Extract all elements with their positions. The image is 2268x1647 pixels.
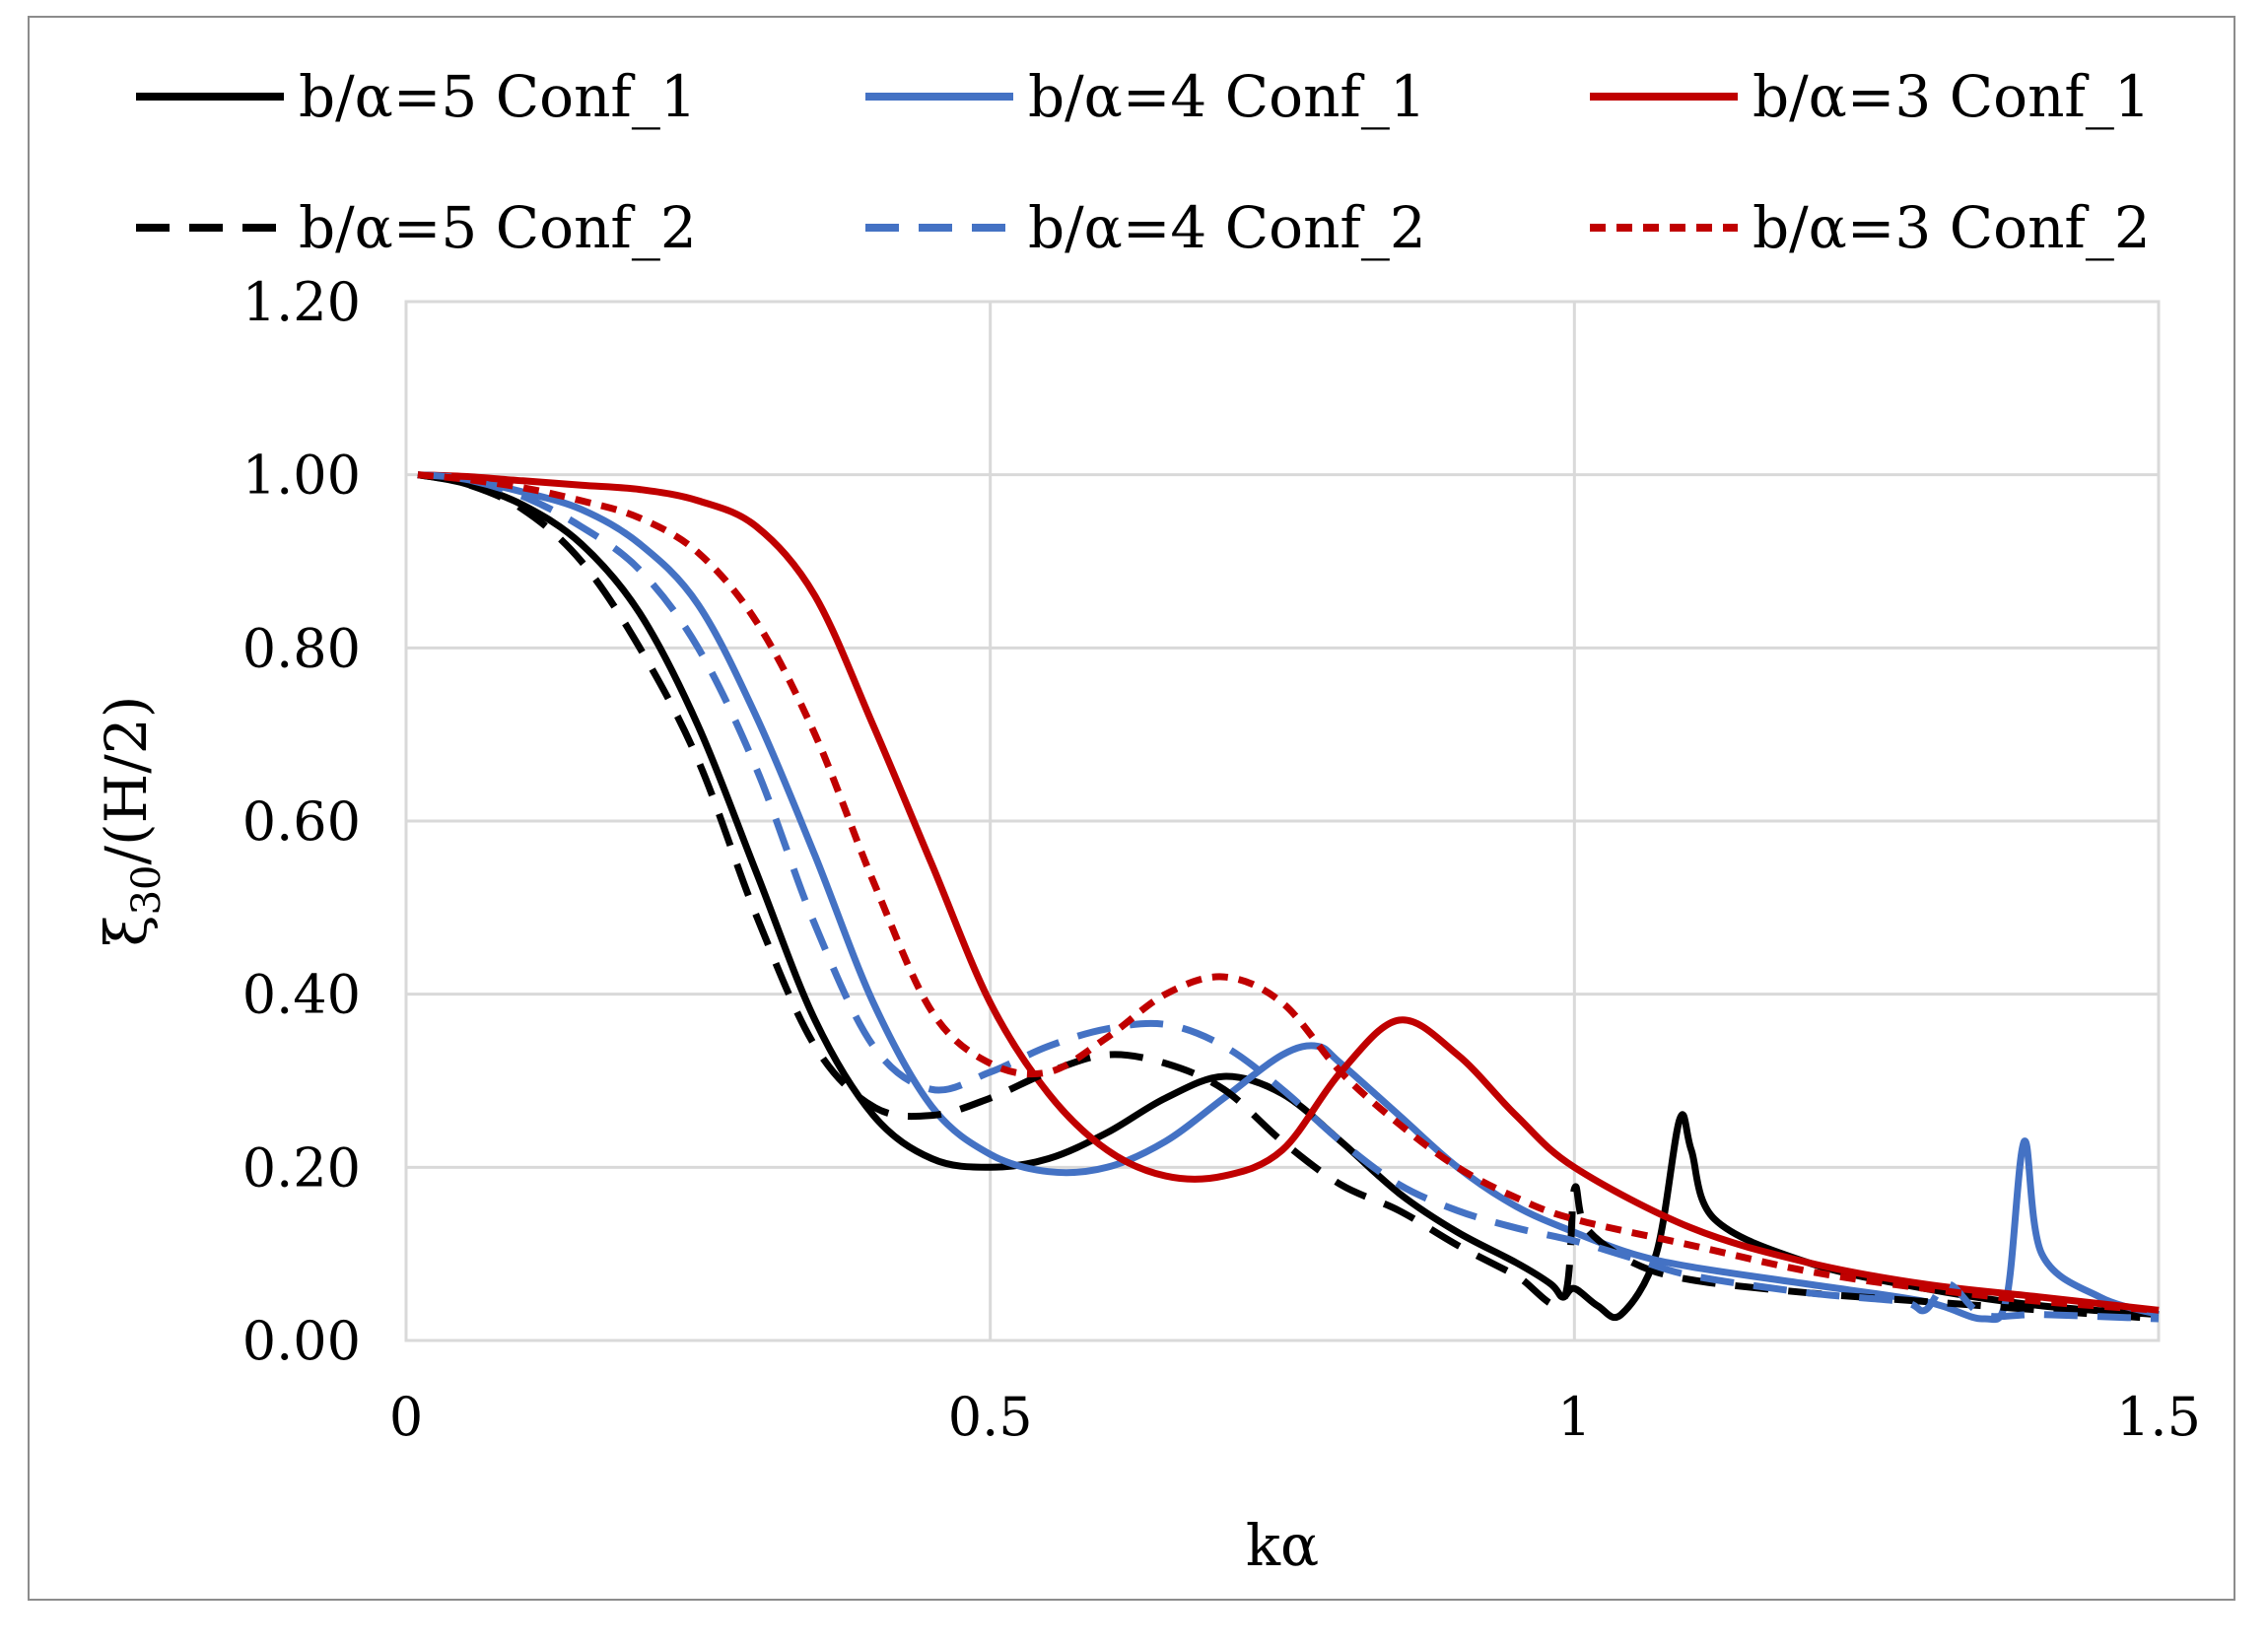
x-tick-label: 0.5: [948, 1386, 1033, 1448]
y-tick-label: 0.60: [242, 790, 361, 853]
legend: b/α=5 Conf_1 b/α=4 Conf_1 b/α=3 Conf_1 b/α=…: [136, 63, 2151, 261]
series-line-3: [417, 471, 2160, 1314]
series-line-4: [417, 471, 2160, 1323]
y-axis-label: ξ30/(H/2): [93, 696, 170, 947]
y-axis-label-main: ξ: [93, 915, 160, 946]
y-tick-label: 1.20: [242, 271, 361, 333]
legend-label-5: b/α=4 Conf_2: [1028, 194, 1426, 261]
series-line-5: [417, 471, 2160, 1323]
x-tick-label: 1.5: [2116, 1386, 2201, 1448]
x-tick-label: 0: [389, 1386, 423, 1448]
legend-label-4: b/α=5 Conf_2: [299, 194, 697, 261]
x-axis-label: kα: [1246, 1512, 1319, 1579]
y-axis-label-subscript: 30: [124, 864, 170, 915]
y-axis-label-tail: /(H/2): [93, 696, 160, 865]
y-tick-label: 0.80: [242, 617, 361, 679]
series-line-2: [417, 471, 2161, 1324]
chart-frame: 0.00 0.20 0.40 0.60 0.80 1.00 1.20 0 0.5 1 1.5 b/…: [28, 16, 2235, 1601]
y-tick-label: 0.00: [242, 1310, 361, 1372]
y-tick-label: 1.00: [242, 445, 361, 507]
grid: [404, 300, 2161, 1342]
plot-area-border: [404, 300, 2161, 1342]
y-tick-label: 0.20: [242, 1136, 361, 1199]
legend-label-3: b/α=3 Conf_1: [1753, 63, 2151, 130]
x-tick-label: 1: [1557, 1386, 1591, 1448]
chart-svg: 0.00 0.20 0.40 0.60 0.80 1.00 1.20 0 0.5 1 1.5 b/…: [93, 63, 2201, 1579]
legend-label-2: b/α=4 Conf_1: [1028, 63, 1426, 130]
y-tick-label: 0.40: [242, 964, 361, 1026]
series-group: [417, 471, 2161, 1324]
x-axis-ticks: 0 0.5 1 1.5: [389, 1386, 2201, 1448]
legend-label-6: b/α=3 Conf_2: [1753, 194, 2151, 261]
series-line-6: [417, 471, 2160, 1314]
legend-label-1: b/α=5 Conf_1: [299, 63, 697, 130]
series-line-1: [417, 471, 2160, 1322]
y-axis-ticks: 0.00 0.20 0.40 0.60 0.80 1.00 1.20: [242, 271, 361, 1372]
